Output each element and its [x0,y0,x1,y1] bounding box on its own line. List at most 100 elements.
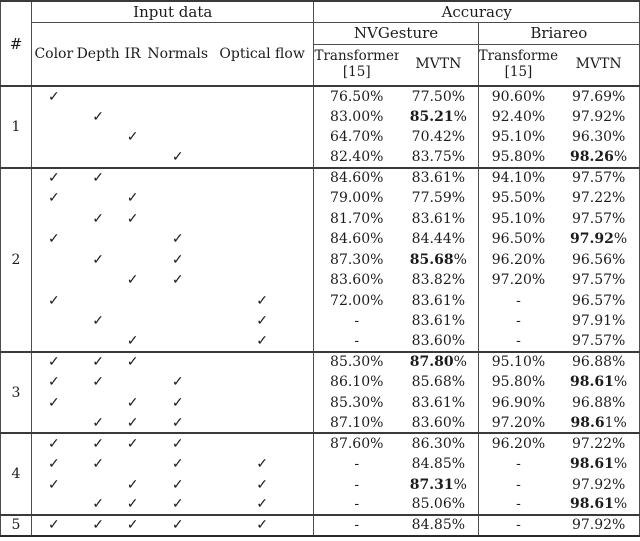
accuracy-value: 97.91% [571,313,626,330]
accuracy-value: 96.56% [571,251,626,268]
accuracy-value: 97.20% [491,272,546,289]
accuracy-value: 84.85% [399,514,479,536]
empty-cell [145,290,211,310]
accuracy-value: 79.00% [330,190,384,207]
checkmark-icon: ✓ [47,190,60,207]
accuracy-value: - [354,456,360,473]
accuracy-value: 96.20% [491,251,546,268]
accuracy-value: 96.57% [571,292,626,309]
accuracy-value: 70.42% [399,126,479,148]
checkmark-icon: ✓ [75,514,121,536]
accuracy-value: 83.60% [399,413,479,434]
empty-cell [210,372,315,393]
accuracy-value: 98.61% [570,414,627,431]
checkmark-icon: ✓ [210,453,315,475]
empty-cell [210,166,315,189]
empty-cell [32,127,76,147]
empty-cell [145,209,211,229]
accuracy-value: 96.20% [478,432,559,454]
checkmark-icon: ✓ [171,231,184,248]
header-row-top: # Input data Accuracy [0,1,640,86]
empty-cell [210,208,315,230]
accuracy-value: 92.40% [491,108,546,125]
accuracy-value: 64.70% [330,129,384,146]
empty-cell [32,311,76,331]
accuracy-value: 85.21% [399,106,479,127]
checkmark-icon: ✓ [210,331,315,352]
accuracy-value: - [478,514,559,536]
accuracy-value: 83.82% [399,269,479,291]
table-row: ✓ ✓ - 83.60% - 97.57% [1,331,640,352]
empty-cell [76,290,121,310]
column-header-optical-flow: Optical flow [210,22,315,86]
empty-cell [145,127,211,147]
column-header-nvgesture-transformer: Transformer [15] [314,44,399,86]
group-number: 5 [0,514,33,536]
empty-cell [144,350,211,373]
accuracy-value: 95.10% [478,350,559,373]
group-number: 3 [0,350,33,434]
accuracy-value: 97.69% [558,84,640,107]
table-row: 1 ✓ 76.50% 77.50% 90.60% 97.69% [0,84,640,168]
table-row: ✓ ✓ ✓ ✓ - 87.31% - 97.92% [1,474,640,495]
checkmark-icon: ✓ [171,456,184,473]
accuracy-value: - [516,476,521,493]
accuracy-value: - [516,332,521,349]
checkmark-icon: ✓ [126,129,139,146]
empty-cell [32,147,76,167]
group-number: 4 [0,432,33,516]
empty-cell [121,229,145,249]
empty-cell [121,290,145,310]
table-row: ✓ ✓ 84.60% 84.44% 96.50% 97.92% [1,229,640,250]
empty-cell [210,229,315,250]
empty-cell [210,350,315,373]
checkmark-icon: ✓ [75,166,121,189]
empty-cell [32,495,76,515]
empty-cell [32,270,76,290]
empty-cell [32,331,76,351]
accuracy-value: 76.50% [313,84,400,107]
column-group-input-data: Input data [31,1,315,23]
empty-cell [145,106,211,126]
header-row-methods: Transformer [15] MVTN Transformer [15] M… [1,44,640,86]
accuracy-value: - [516,313,521,330]
checkmark-icon: ✓ [47,374,60,391]
header-row-datasets: Color Depth IR Normals Optical flow NVGe… [1,22,640,86]
checkmark-icon: ✓ [47,456,60,473]
empty-cell [121,250,145,270]
table-row: 2 ✓ ✓ 84.60% 83.61% 94.10% 97.57% [0,166,640,352]
empty-cell [32,106,76,126]
checkmark-icon: ✓ [75,350,121,373]
empty-cell [121,454,145,474]
accuracy-value: - [354,476,360,493]
accuracy-value: 97.92% [558,514,640,536]
accuracy-value: 83.61% [399,290,479,311]
transformer-label: Transformer [314,48,400,65]
checkmark-icon: ✓ [92,108,104,125]
accuracy-value: 86.30% [399,432,479,454]
group-number: 1 [0,85,33,168]
checkmark-icon: ✓ [126,414,139,431]
column-header-briareo-mvtn: MVTN [575,56,622,73]
empty-cell [76,270,121,290]
empty-cell [76,331,121,351]
accuracy-value: 96.88% [558,350,640,373]
checkmark-icon: ✓ [92,251,104,268]
table-row: 3 ✓ ✓ ✓ 85.30% 87.80% 95.10% 96.88% [0,350,640,434]
accuracy-value: 95.10% [491,210,546,227]
empty-cell [210,147,315,168]
accuracy-value: 96.50% [491,231,546,248]
accuracy-value: 81.70% [330,210,384,227]
transformer-citation: [15] [504,63,533,80]
accuracy-value: - [516,496,521,513]
column-header-briareo-transformer: Transformer [15] [478,44,559,86]
table-row: ✓ ✓ ✓ 87.10% 83.60% 97.20% 98.61% [1,413,640,434]
empty-cell [76,188,121,208]
checkmark-icon: ✓ [31,166,76,189]
empty-cell [75,84,121,107]
accuracy-value: 97.92% [570,231,628,248]
accuracy-value: 97.57% [571,332,626,349]
checkmark-icon: ✓ [92,313,104,330]
empty-cell [145,311,211,331]
table-row: ✓ ✓ ✓ ✓ - 85.06% - 98.61% [1,494,640,516]
